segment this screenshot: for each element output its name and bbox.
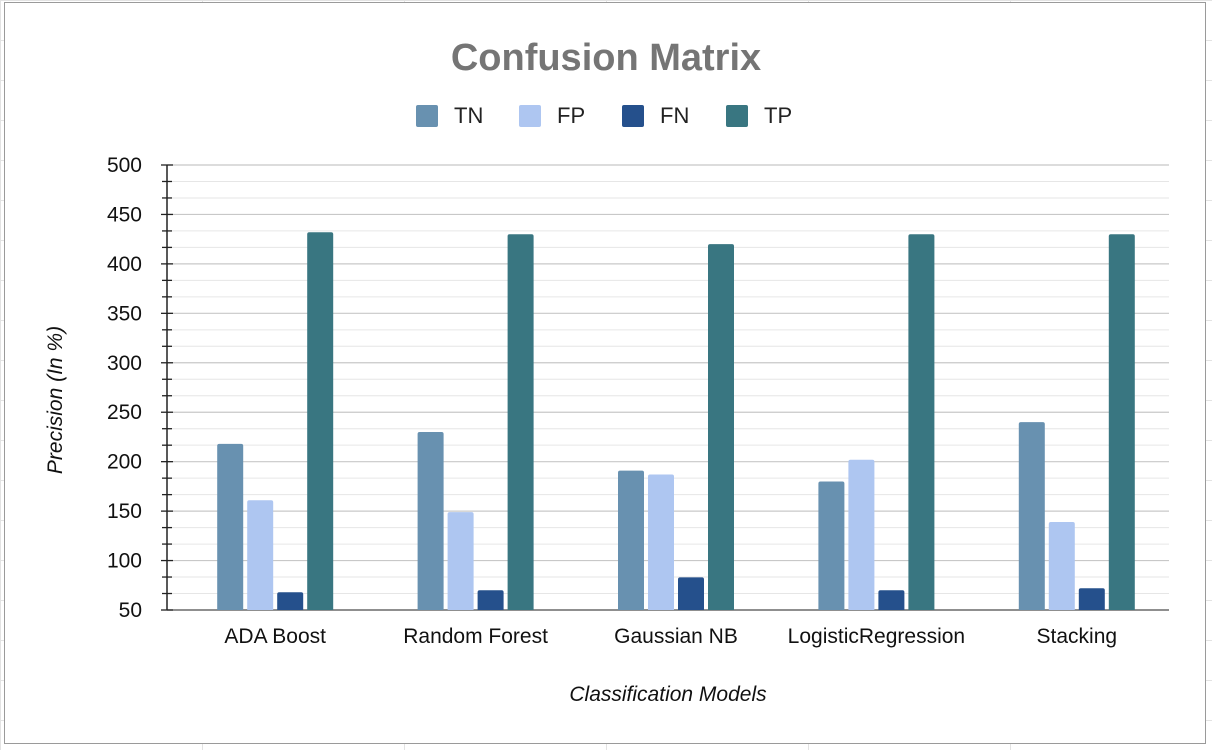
bar-fn-logisticregression <box>878 590 905 610</box>
bar-tn-random-forest <box>417 432 444 610</box>
x-tick-label: Stacking <box>1037 625 1118 648</box>
bar-fp-logisticregression <box>848 459 875 610</box>
bar-fn-gaussian-nb <box>678 577 704 610</box>
legend-label-tn: TN <box>454 103 483 128</box>
y-tick-label: 100 <box>107 550 142 573</box>
y-tick-label: 450 <box>107 203 142 226</box>
bar-tn-gaussian-nb <box>618 470 644 610</box>
bar-fp-stacking <box>1048 521 1075 610</box>
legend-swatch-tn <box>416 105 438 127</box>
legend-swatch-fp <box>519 105 541 127</box>
bar-tp-stacking <box>1108 234 1135 610</box>
x-tick-label: ADA Boost <box>224 625 326 648</box>
legend-swatch-tp <box>726 105 748 127</box>
bar-tp-ada-boost <box>307 232 334 610</box>
x-tick-label: Gaussian NB <box>614 625 738 648</box>
y-tick-label: 300 <box>107 352 142 375</box>
y-tick-label: 250 <box>107 401 142 424</box>
y-tick-label: 150 <box>107 500 142 523</box>
tick-labels: 50 100 150 200 250 300 350 400 450 500 ADA Boost Ra… <box>107 154 1117 648</box>
bar-fp-gaussian-nb <box>648 474 674 610</box>
bar-fp-ada-boost <box>247 500 274 610</box>
bar-fn-ada-boost <box>277 592 304 610</box>
bar-tn-logisticregression <box>818 481 845 610</box>
legend-label-fn: FN <box>660 103 689 128</box>
y-tick-label: 400 <box>107 253 142 276</box>
x-tick-label: Random Forest <box>403 625 548 648</box>
bars <box>217 232 1135 610</box>
bar-fn-stacking <box>1078 588 1105 610</box>
legend: TN FP FN TP <box>416 103 792 128</box>
y-tick-label: 50 <box>119 599 142 622</box>
bar-tp-logisticregression <box>908 234 935 610</box>
bar-tn-stacking <box>1018 422 1045 610</box>
legend-label-tp: TP <box>764 103 792 128</box>
x-tick-label: LogisticRegression <box>788 625 965 648</box>
bar-tp-gaussian-nb <box>708 244 734 610</box>
x-axis-title: Classification Models <box>569 683 767 706</box>
bar-tn-ada-boost <box>217 443 244 610</box>
legend-label-fp: FP <box>557 103 585 128</box>
legend-swatch-fn <box>622 105 644 127</box>
chart-frame <box>4 2 1206 744</box>
chart-title: Confusion Matrix <box>451 37 761 79</box>
bar-fn-random-forest <box>477 590 504 610</box>
bar-tp-random-forest <box>507 234 534 610</box>
y-tick-label: 350 <box>107 302 142 325</box>
y-axis-title: Precision (In %) <box>44 326 67 474</box>
y-tick-label: 200 <box>107 451 142 474</box>
bar-fp-random-forest <box>447 512 474 610</box>
y-tick-label: 500 <box>107 154 142 177</box>
